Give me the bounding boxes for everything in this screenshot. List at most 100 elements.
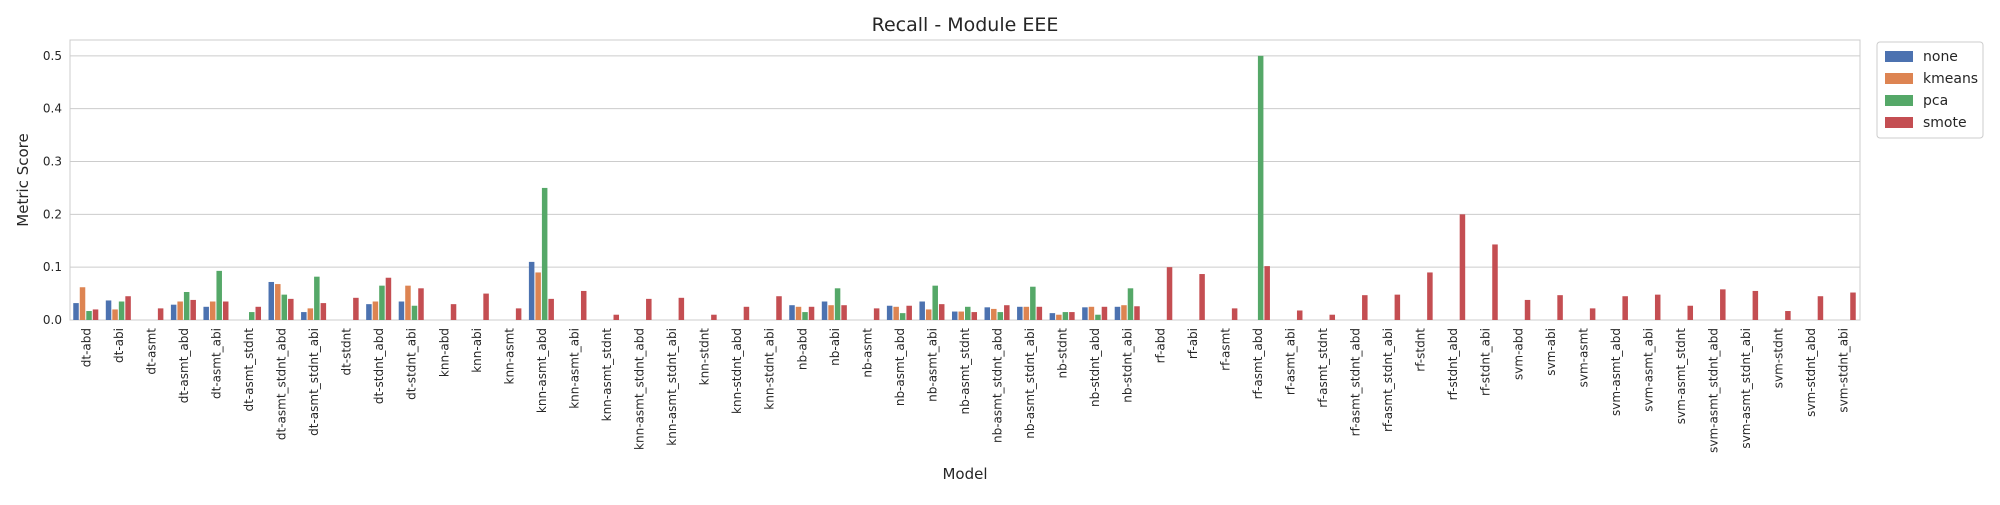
bar-none-nb-asmt_stdnt_abd xyxy=(984,307,991,320)
chart-title: Recall - Module EEE xyxy=(872,14,1059,36)
bar-kmeans-nb-abi xyxy=(828,305,834,320)
x-tick-label: rf-asmt_stdnt_abi xyxy=(1381,328,1395,432)
bar-smote-svm-stdnt xyxy=(1785,311,1791,320)
x-tick-label: svm-abi xyxy=(1544,328,1558,376)
bar-kmeans-dt-asmt_abd xyxy=(177,301,183,320)
y-tick-label: 0.1 xyxy=(43,260,62,274)
bar-smote-svm-abi xyxy=(1557,295,1563,320)
x-tick-label: dt-asmt_stdnt_abd xyxy=(275,328,289,440)
bar-smote-dt-asmt xyxy=(157,308,164,320)
bar-none-dt-asmt_stdnt_abi xyxy=(301,312,307,320)
x-tick-label: dt-asmt_stdnt_abi xyxy=(307,328,321,436)
x-tick-label: svm-stdnt xyxy=(1772,328,1786,389)
bar-pca-nb-asmt_stdnt_abd xyxy=(997,312,1004,320)
x-tick-label: svm-stdnt_abd xyxy=(1804,328,1818,417)
x-tick-label: rf-asmt_abi xyxy=(1283,328,1297,395)
legend-swatch-smote xyxy=(1885,117,1913,128)
x-tick-label: nb-stdnt xyxy=(1056,328,1070,379)
x-tick-label: rf-stdnt_abi xyxy=(1479,328,1493,396)
legend-swatch-kmeans xyxy=(1885,73,1913,84)
bar-kmeans-nb-stdnt_abi xyxy=(1121,305,1127,320)
bar-smote-knn-asmt_stdnt_abd xyxy=(646,298,652,320)
bar-smote-knn-asmt_abi xyxy=(580,290,587,320)
bar-smote-dt-asmt_stdnt xyxy=(255,306,262,320)
bar-pca-dt-asmt_stdnt_abd xyxy=(281,294,288,320)
bar-none-dt-abi xyxy=(105,300,112,320)
legend: none kmeans pca smote xyxy=(1876,41,1984,139)
x-tick-label: svm-asmt_abd xyxy=(1609,328,1623,416)
bar-kmeans-knn-asmt_abd xyxy=(535,272,541,320)
bar-smote-nb-asmt_stdnt_abd xyxy=(1004,305,1010,320)
bar-smote-svm-asmt_abi xyxy=(1654,294,1661,320)
bar-none-dt-asmt_stdnt_abd xyxy=(268,281,275,320)
bar-smote-knn-asmt_stdnt_abi xyxy=(678,297,685,320)
legend-label-pca: pca xyxy=(1923,93,1948,109)
bar-smote-knn-asmt_abd xyxy=(548,298,554,320)
x-tick-label: knn-asmt_stdnt xyxy=(600,328,614,422)
x-tick-label: knn-stdnt_abd xyxy=(730,328,744,414)
bar-smote-nb-abd xyxy=(808,306,815,320)
bar-kmeans-dt-stdnt_abi xyxy=(405,285,411,320)
bar-smote-rf-asmt_abi xyxy=(1296,310,1303,320)
bar-none-dt-stdnt_abd xyxy=(366,304,372,320)
y-tick-label: 0.0 xyxy=(43,313,62,327)
bar-pca-dt-abd xyxy=(86,311,92,320)
bar-pca-nb-asmt_abi xyxy=(932,285,938,320)
bar-pca-nb-abi xyxy=(834,288,841,320)
bar-kmeans-dt-asmt_stdnt_abi xyxy=(307,308,314,320)
bar-kmeans-dt-abi xyxy=(112,309,118,320)
bar-pca-dt-stdnt_abi xyxy=(411,305,418,320)
bar-smote-nb-abi xyxy=(841,305,847,320)
x-tick-label: dt-stdnt xyxy=(340,328,354,376)
x-tick-label: rf-stdnt_abd xyxy=(1446,328,1460,400)
bar-pca-nb-asmt_abd xyxy=(899,313,906,320)
bar-smote-nb-stdnt_abi xyxy=(1134,306,1140,320)
bar-pca-dt-asmt_abd xyxy=(183,292,190,320)
legend-label-kmeans: kmeans xyxy=(1923,71,1978,87)
legend-swatch-none xyxy=(1885,51,1913,62)
bar-smote-rf-abi xyxy=(1199,274,1205,320)
bar-kmeans-dt-asmt_stdnt_abd xyxy=(275,284,281,320)
x-tick-label: svm-asmt xyxy=(1576,328,1590,388)
x-tick-label: rf-abd xyxy=(1153,328,1167,363)
bar-smote-knn-stdnt xyxy=(711,314,717,320)
bar-smote-dt-stdnt_abd xyxy=(385,277,392,320)
bar-smote-rf-asmt xyxy=(1231,308,1238,320)
bar-smote-rf-stdnt_abi xyxy=(1492,244,1498,320)
bar-kmeans-nb-stdnt xyxy=(1056,314,1062,320)
bar-smote-dt-asmt_abd xyxy=(190,299,196,320)
bar-smote-nb-asmt xyxy=(873,308,880,320)
x-tick-labels: dt-abd dt-abi dt-asmt dt-asmt_abd dt-asmt_ab… xyxy=(79,328,1850,453)
bar-pca-rf-asmt_abd xyxy=(1257,55,1264,320)
x-tick-label: svm-asmt_stdnt_abd xyxy=(1707,328,1721,453)
bar-smote-dt-asmt_abi xyxy=(222,301,229,320)
x-tick-label: svm-asmt_stdnt xyxy=(1674,328,1688,425)
bar-smote-dt-stdnt_abi xyxy=(418,288,424,320)
plot-area-background xyxy=(69,39,1861,321)
x-tick-label: dt-abi xyxy=(112,328,126,363)
bar-pca-nb-stdnt xyxy=(1062,312,1069,320)
x-tick-label: rf-abi xyxy=(1186,328,1200,359)
bar-smote-svm-asmt_abd xyxy=(1622,296,1628,320)
bar-pca-nb-asmt_stdnt_abi xyxy=(1030,286,1036,320)
x-tick-label: nb-asmt_stdnt xyxy=(958,328,972,415)
bar-none-nb-asmt_stdnt xyxy=(951,311,958,320)
bar-smote-nb-asmt_stdnt_abi xyxy=(1036,306,1043,320)
bar-none-knn-asmt_abd xyxy=(528,261,535,320)
bar-none-nb-asmt_abd xyxy=(886,305,893,320)
bar-smote-dt-asmt_stdnt_abd xyxy=(288,298,294,320)
bar-pca-dt-abi xyxy=(118,301,125,320)
x-tick-label: nb-stdnt_abd xyxy=(1088,328,1102,407)
x-tick-label: svm-asmt_abi xyxy=(1641,328,1655,412)
bar-smote-svm-asmt_stdnt_abd xyxy=(1720,289,1726,320)
x-tick-label: knn-abi xyxy=(470,328,484,373)
x-tick-label: knn-abd xyxy=(437,328,451,377)
bar-smote-svm-asmt_stdnt xyxy=(1687,305,1694,320)
x-tick-label: knn-asmt xyxy=(502,328,516,385)
x-tick-label: knn-asmt_stdnt_abd xyxy=(633,328,647,450)
x-tick-label: nb-abi xyxy=(828,328,842,366)
bar-none-nb-stdnt_abd xyxy=(1082,307,1088,320)
bar-kmeans-dt-abd xyxy=(79,287,86,320)
